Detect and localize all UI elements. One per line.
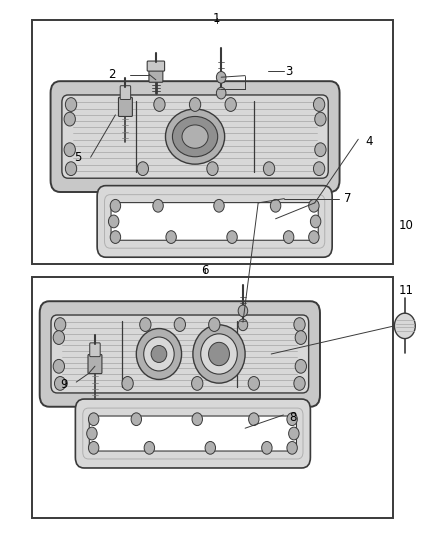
Text: 3: 3 (285, 65, 292, 78)
Circle shape (261, 441, 272, 454)
Circle shape (140, 318, 151, 332)
FancyBboxPatch shape (147, 61, 165, 71)
Text: 9: 9 (61, 378, 68, 391)
Text: 10: 10 (399, 219, 413, 232)
Circle shape (87, 427, 97, 440)
Circle shape (294, 376, 305, 390)
FancyBboxPatch shape (88, 354, 102, 374)
Circle shape (309, 231, 319, 244)
Circle shape (287, 441, 297, 454)
Text: 11: 11 (399, 284, 413, 297)
Circle shape (309, 199, 319, 212)
Circle shape (248, 376, 259, 390)
Ellipse shape (166, 109, 225, 164)
FancyBboxPatch shape (105, 195, 325, 248)
Circle shape (109, 215, 119, 228)
Circle shape (54, 318, 66, 332)
Circle shape (314, 162, 325, 175)
Circle shape (53, 330, 64, 344)
Circle shape (88, 413, 99, 425)
Circle shape (166, 231, 177, 244)
Text: 6: 6 (201, 264, 209, 277)
FancyBboxPatch shape (40, 301, 320, 407)
Circle shape (64, 143, 75, 157)
FancyBboxPatch shape (120, 86, 131, 100)
Ellipse shape (201, 334, 237, 374)
Circle shape (263, 162, 275, 175)
Circle shape (110, 231, 120, 244)
Text: 4: 4 (365, 135, 373, 148)
Circle shape (295, 359, 307, 373)
FancyBboxPatch shape (51, 315, 309, 393)
Circle shape (144, 441, 155, 454)
Circle shape (283, 231, 294, 244)
Circle shape (214, 199, 224, 212)
Circle shape (192, 413, 202, 425)
Ellipse shape (173, 116, 218, 157)
Circle shape (315, 112, 326, 126)
Circle shape (205, 441, 215, 454)
Text: 8: 8 (290, 411, 297, 424)
Circle shape (294, 318, 305, 332)
Circle shape (315, 143, 326, 157)
Circle shape (225, 98, 237, 111)
Circle shape (191, 376, 203, 390)
Circle shape (270, 199, 281, 212)
Ellipse shape (136, 328, 182, 379)
Circle shape (311, 215, 321, 228)
Ellipse shape (144, 337, 174, 371)
Circle shape (216, 71, 226, 83)
Circle shape (110, 199, 120, 212)
Text: 5: 5 (74, 151, 81, 164)
Text: 2: 2 (109, 68, 116, 81)
FancyBboxPatch shape (83, 408, 303, 459)
Bar (32, 20, 393, 264)
Ellipse shape (151, 345, 167, 362)
Circle shape (122, 376, 133, 390)
FancyBboxPatch shape (90, 343, 100, 357)
Circle shape (238, 305, 248, 317)
Ellipse shape (193, 325, 245, 383)
Circle shape (208, 318, 220, 332)
Circle shape (88, 441, 99, 454)
Circle shape (227, 231, 237, 244)
Text: 7: 7 (344, 192, 351, 205)
Ellipse shape (182, 125, 208, 148)
Text: 1: 1 (213, 12, 221, 25)
FancyBboxPatch shape (97, 185, 332, 257)
Circle shape (289, 427, 299, 440)
FancyBboxPatch shape (149, 69, 163, 82)
Circle shape (65, 162, 77, 175)
FancyBboxPatch shape (50, 81, 339, 192)
FancyBboxPatch shape (75, 399, 311, 468)
Circle shape (131, 413, 141, 425)
Circle shape (154, 98, 165, 111)
Circle shape (189, 98, 201, 111)
Circle shape (394, 313, 415, 338)
Circle shape (65, 98, 77, 111)
Circle shape (314, 98, 325, 111)
Circle shape (287, 413, 297, 425)
Circle shape (137, 162, 148, 175)
Ellipse shape (208, 342, 230, 366)
Circle shape (174, 318, 185, 332)
Bar (32, 277, 393, 519)
FancyBboxPatch shape (62, 95, 328, 178)
Circle shape (54, 376, 66, 390)
FancyBboxPatch shape (111, 203, 318, 240)
Circle shape (153, 199, 163, 212)
FancyBboxPatch shape (118, 98, 132, 116)
FancyBboxPatch shape (89, 416, 297, 451)
Circle shape (207, 162, 218, 175)
Circle shape (216, 87, 226, 99)
Circle shape (249, 413, 259, 425)
Circle shape (295, 330, 307, 344)
Circle shape (238, 319, 248, 330)
Circle shape (64, 112, 75, 126)
Circle shape (53, 359, 64, 373)
